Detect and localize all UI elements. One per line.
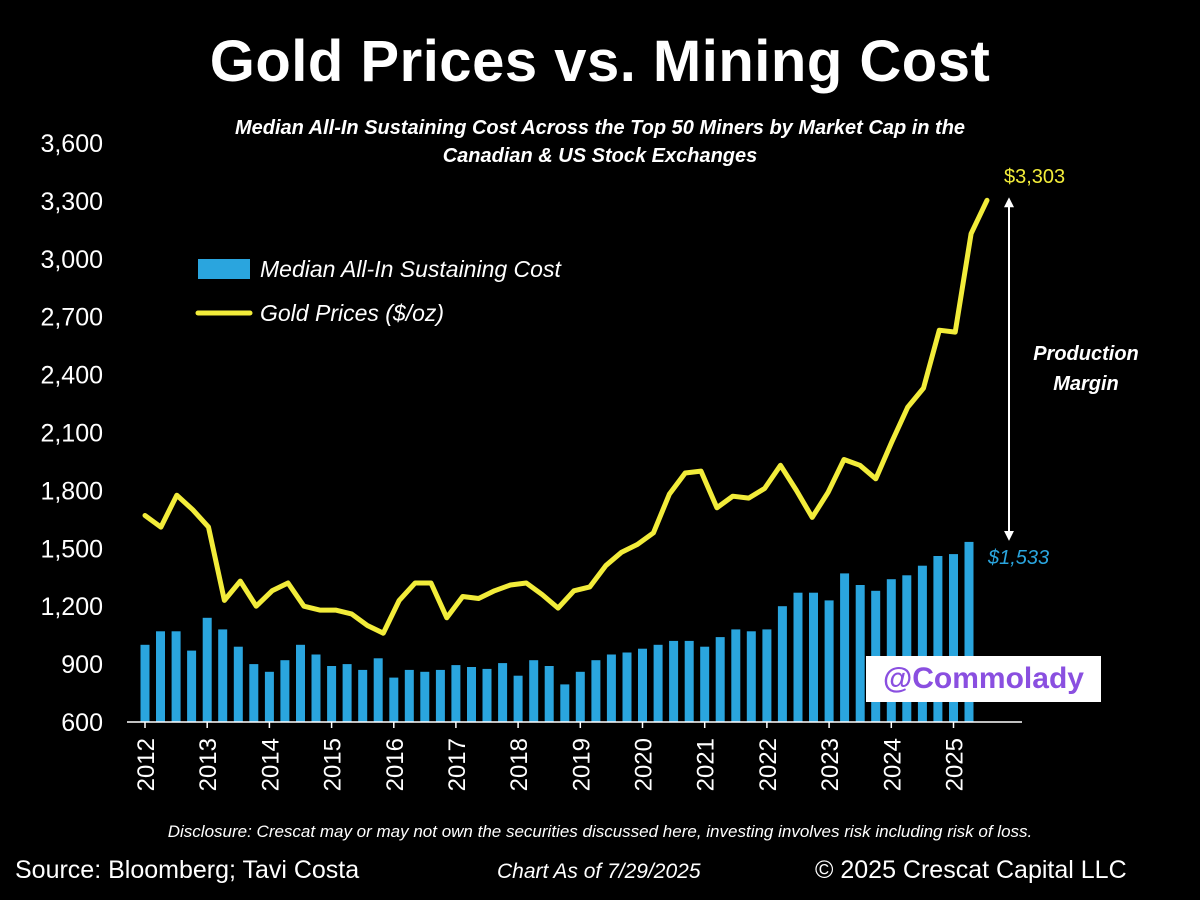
gold-end-label: $3,303 bbox=[1004, 166, 1065, 188]
cost-bar bbox=[140, 644, 150, 722]
cost-bar bbox=[264, 671, 274, 722]
cost-bar bbox=[389, 677, 399, 722]
y-tick-label: 2,100 bbox=[40, 420, 103, 448]
y-tick-label: 1,800 bbox=[40, 477, 103, 505]
cost-bar bbox=[187, 650, 197, 722]
x-tick-label: 2017 bbox=[444, 738, 471, 791]
cost-bar bbox=[171, 631, 181, 722]
x-tick-label: 2016 bbox=[382, 738, 409, 791]
cost-bar bbox=[296, 644, 305, 722]
cost-bar bbox=[420, 671, 430, 722]
cost-bar bbox=[762, 629, 772, 722]
cost-bar bbox=[404, 669, 414, 722]
cost-bar bbox=[156, 631, 165, 722]
legend-swatch-cost bbox=[198, 259, 250, 279]
y-tick-label: 2,400 bbox=[40, 362, 103, 390]
cost-bar bbox=[949, 554, 958, 722]
cost-bars bbox=[140, 541, 974, 722]
annotations: Production Margin $3,303 $1,533 bbox=[987, 166, 1139, 569]
x-tick-label: 2021 bbox=[693, 738, 720, 791]
production-margin-label-1: Production bbox=[1033, 343, 1139, 365]
y-tick-label: 600 bbox=[61, 709, 103, 737]
x-tick-label: 2020 bbox=[631, 738, 658, 791]
x-tick-label: 2015 bbox=[320, 738, 347, 791]
cost-bar bbox=[886, 579, 896, 722]
cost-bar bbox=[311, 654, 321, 722]
cost-bar bbox=[358, 669, 368, 722]
cost-bar bbox=[824, 600, 834, 722]
x-tick-label: 2012 bbox=[133, 738, 160, 791]
cost-bar bbox=[746, 631, 756, 722]
cost-bar bbox=[855, 585, 865, 722]
legend-label-cost: Median All-In Sustaining Cost bbox=[260, 256, 562, 282]
cost-bar bbox=[498, 663, 508, 722]
cost-bar bbox=[731, 629, 741, 722]
cost-bar bbox=[482, 668, 492, 722]
x-tick-label: 2014 bbox=[257, 738, 284, 791]
cost-bar bbox=[715, 637, 725, 722]
cost-bar bbox=[575, 671, 585, 722]
x-tick-label: 2022 bbox=[755, 738, 782, 791]
cost-bar bbox=[638, 648, 647, 722]
as-of-date: Chart As of 7/29/2025 bbox=[497, 860, 701, 883]
cost-bar bbox=[840, 573, 850, 722]
y-axis-ticks: 600 900 1,200 1,500 1,800 2,100 2,400 2,700 3,00… bbox=[40, 130, 103, 737]
x-tick-label: 2023 bbox=[817, 738, 844, 791]
cost-bar bbox=[622, 652, 632, 722]
chart-title: Gold Prices vs. Mining Cost bbox=[209, 29, 991, 94]
gold-price-line bbox=[142, 197, 990, 636]
cost-bar bbox=[467, 667, 476, 722]
cost-bar bbox=[342, 664, 352, 722]
cost-bar bbox=[793, 592, 803, 722]
cost-end-label: $1,533 bbox=[987, 547, 1049, 569]
disclosure-text: Disclosure: Crescat may or may not own t… bbox=[167, 822, 1033, 841]
cost-bar bbox=[700, 646, 710, 722]
legend: Median All-In Sustaining Cost Gold Price… bbox=[195, 256, 562, 326]
x-tick-label: 2019 bbox=[568, 738, 595, 791]
cost-bar bbox=[529, 660, 539, 722]
y-tick-label: 1,500 bbox=[40, 535, 103, 563]
cost-bar bbox=[606, 654, 616, 722]
cost-bar bbox=[451, 665, 461, 722]
cost-bar bbox=[684, 640, 694, 722]
x-tick-label: 2018 bbox=[506, 738, 533, 791]
y-tick-label: 3,600 bbox=[40, 130, 103, 158]
cost-bar bbox=[373, 658, 383, 722]
cost-bar bbox=[669, 640, 679, 722]
cost-bar bbox=[902, 575, 912, 722]
cost-bar bbox=[280, 660, 290, 722]
x-tick-label: 2013 bbox=[195, 738, 222, 791]
cost-bar bbox=[513, 675, 523, 722]
y-tick-label: 900 bbox=[61, 651, 103, 679]
x-tick-label: 2024 bbox=[879, 738, 906, 791]
cost-bar bbox=[964, 541, 974, 722]
cost-bar bbox=[249, 664, 259, 722]
cost-bar bbox=[202, 617, 212, 722]
cost-bar bbox=[591, 660, 601, 722]
cost-bar bbox=[809, 592, 818, 722]
cost-bar bbox=[233, 646, 243, 722]
cost-bar bbox=[218, 629, 228, 722]
copyright-text: © 2025 Crescat Capital LLC bbox=[815, 856, 1127, 884]
cost-bar bbox=[435, 669, 445, 722]
y-tick-label: 3,300 bbox=[40, 188, 103, 216]
cost-bar bbox=[917, 565, 927, 722]
x-tick-label: 2025 bbox=[942, 738, 969, 791]
x-axis-ticks: 2012 2013 2014 2015 2016 2017 2018 2019 2020 2021… bbox=[133, 722, 969, 791]
watermark: @Commolady bbox=[866, 656, 1101, 702]
cost-bar bbox=[653, 644, 663, 722]
y-tick-label: 3,000 bbox=[40, 246, 103, 274]
y-tick-label: 2,700 bbox=[40, 304, 103, 332]
cost-bar bbox=[560, 684, 570, 722]
chart-subtitle: Median All-In Sustaining Cost Across the… bbox=[234, 117, 966, 167]
legend-label-gold: Gold Prices ($/oz) bbox=[260, 300, 444, 326]
y-tick-label: 1,200 bbox=[40, 593, 103, 621]
cost-bar bbox=[544, 666, 554, 722]
production-margin-label-2: Margin bbox=[1053, 373, 1119, 395]
source-text: Source: Bloomberg; Tavi Costa bbox=[15, 856, 360, 884]
cost-bar bbox=[933, 556, 943, 722]
cost-bar bbox=[327, 666, 337, 722]
cost-bar bbox=[777, 606, 787, 722]
